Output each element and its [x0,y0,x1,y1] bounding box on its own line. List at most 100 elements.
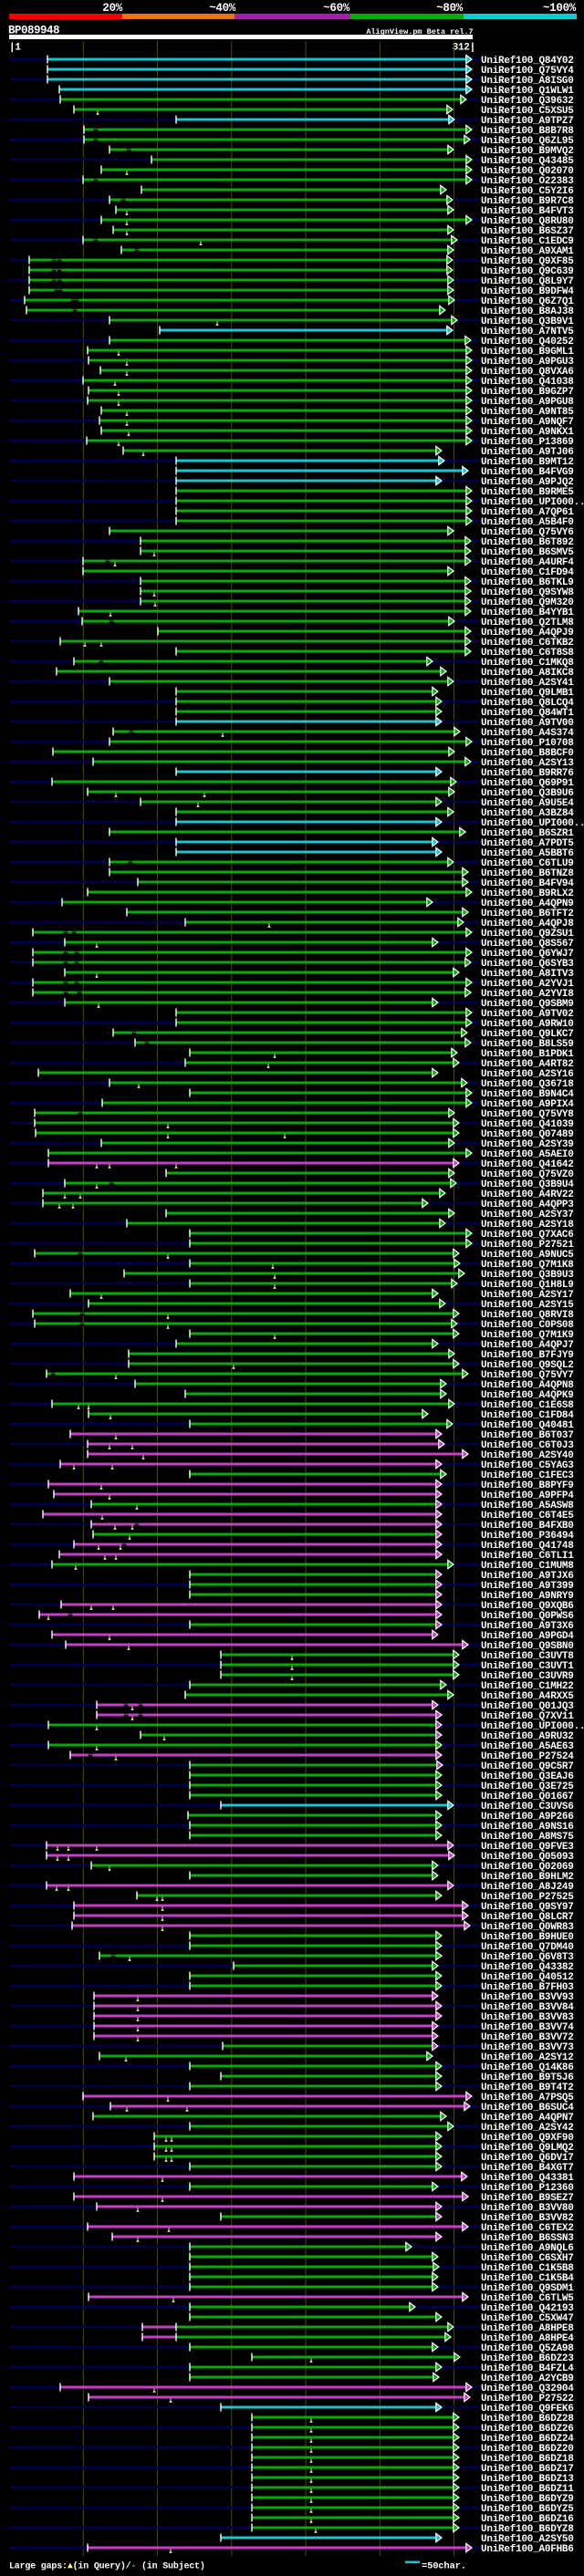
svg-text:UniRef100_A9RW10: UniRef100_A9RW10 [481,1019,574,1030]
svg-text:UniRef100_C1EDC9: UniRef100_C1EDC9 [481,236,574,247]
svg-text:UniRef100_A9PGD4: UniRef100_A9PGD4 [481,1631,574,1642]
svg-text:UniRef100_A4QPN9: UniRef100_A4QPN9 [481,898,574,909]
svg-text:UniRef100_B8AJ38: UniRef100_B8AJ38 [481,306,574,317]
svg-text:UniRef100_Q2TLM8: UniRef100_Q2TLM8 [481,618,574,628]
svg-text:UniRef100_C6TLW5: UniRef100_C6TLW5 [481,2293,574,2304]
svg-text:Large gaps:▲(in Query)/- (in S: Large gaps:▲(in Query)/- (in Subject) [9,2561,205,2572]
svg-text:UniRef100_Q40252: UniRef100_Q40252 [481,337,574,348]
svg-text:UniRef100_B6TNZ8: UniRef100_B6TNZ8 [481,868,574,879]
svg-text:UniRef100_C1K5B4: UniRef100_C1K5B4 [481,2273,574,2284]
svg-text:UniRef100_A4QPJ8: UniRef100_A4QPJ8 [481,919,574,930]
svg-text:UniRef100_C6T8S8: UniRef100_C6T8S8 [481,648,574,659]
svg-text:UniRef100_Q6V8T3: UniRef100_Q6V8T3 [481,1952,574,1963]
svg-text:UniRef100_B4YYB1: UniRef100_B4YYB1 [481,608,574,618]
svg-text:UniRef100_Q40481: UniRef100_Q40481 [481,1420,574,1431]
svg-text:UniRef100_A9U5E4: UniRef100_A9U5E4 [481,798,574,809]
svg-text:UniRef100_A2SY13: UniRef100_A2SY13 [481,758,574,769]
svg-text:UniRef100_B4FV94: UniRef100_B4FV94 [481,878,574,889]
svg-text:UniRef100_C6T4E5: UniRef100_C6T4E5 [481,1511,574,1522]
svg-text:UniRef100_Q75VY8: UniRef100_Q75VY8 [481,1109,574,1120]
svg-text:UniRef100_A4URF4: UniRef100_A4URF4 [481,557,574,568]
svg-text:UniRef100_B6SZR1: UniRef100_B6SZR1 [481,828,574,839]
svg-text:UniRef100_B9RLX2: UniRef100_B9RLX2 [481,888,574,899]
svg-text:UniRef100_A9PGU3: UniRef100_A9PGU3 [481,357,574,368]
svg-text:UniRef100_A9NQF7: UniRef100_A9NQF7 [481,417,574,428]
svg-text:UniRef100_C5YAG3: UniRef100_C5YAG3 [481,1460,574,1471]
svg-text:UniRef100_A0FHB6: UniRef100_A0FHB6 [481,2544,574,2555]
svg-text:UniRef100_A2SY15: UniRef100_A2SY15 [481,1300,574,1311]
svg-text:UniRef100_B9HUE0: UniRef100_B9HUE0 [481,1932,574,1943]
svg-text:UniRef100_A2SY40: UniRef100_A2SY40 [481,1450,574,1461]
svg-text:UniRef100_Q43382: UniRef100_Q43382 [481,1962,574,1973]
svg-text:UniRef100_B6SUC4: UniRef100_B6SUC4 [481,2103,574,2114]
svg-text:UniRef100_A4RV22: UniRef100_A4RV22 [481,1189,574,1200]
svg-text:UniRef100_B6DZ28: UniRef100_B6DZ28 [481,2414,574,2425]
svg-text:UniRef100_Q01667: UniRef100_Q01667 [481,1792,574,1802]
svg-text:UniRef100_C6TLU9: UniRef100_C6TLU9 [481,858,574,869]
svg-text:UniRef100_A9TPZ7: UniRef100_A9TPZ7 [481,116,574,127]
svg-text:UniRef100_A8J249: UniRef100_A8J249 [481,1882,574,1893]
svg-text:UniRef100_Q02070: UniRef100_Q02070 [481,166,574,177]
svg-text:UniRef100_B4FZL4: UniRef100_B4FZL4 [481,2363,574,2374]
svg-text:UniRef100_A4RXX5: UniRef100_A4RXX5 [481,1691,574,1702]
svg-text:UniRef100_B9RR76: UniRef100_B9RR76 [481,768,574,779]
svg-text:UniRef100_Q6DV17: UniRef100_Q6DV17 [481,2153,574,2164]
svg-text:UniRef100_B6DYZ5: UniRef100_B6DYZ5 [481,2504,574,2515]
svg-text:UniRef100_A2SY50: UniRef100_A2SY50 [481,2534,574,2545]
svg-text:UniRef100_C1MKQ8: UniRef100_C1MKQ8 [481,658,574,669]
svg-text:~40%: ~40% [209,2,236,15]
svg-text:UniRef100_B6DZ11: UniRef100_B6DZ11 [481,2484,574,2495]
svg-text:UniRef100_Q41748: UniRef100_Q41748 [481,1541,574,1552]
svg-text:UniRef100_A2YVJ1: UniRef100_A2YVJ1 [481,979,574,990]
svg-text:UniRef100_B6TKL9: UniRef100_B6TKL9 [481,577,574,588]
svg-text:UniRef100_B3VV84: UniRef100_B3VV84 [481,2002,574,2013]
svg-text:UniRef100_B3VV80: UniRef100_B3VV80 [481,2203,574,2214]
svg-text:UniRef100_B3VV82: UniRef100_B3VV82 [481,2213,574,2224]
svg-text:UniRef100_Q8RVI8: UniRef100_Q8RVI8 [481,1310,574,1321]
svg-text:UniRef100_Q3E725: UniRef100_Q3E725 [481,1781,574,1792]
svg-text:UniRef100_A4QPN8: UniRef100_A4QPN8 [481,1380,574,1391]
svg-text:UniRef100_C5XW47: UniRef100_C5XW47 [481,2313,574,2324]
svg-text:UniRef100_B4FXB0: UniRef100_B4FXB0 [481,1521,574,1532]
svg-text:UniRef100_Q9LMB1: UniRef100_Q9LMB1 [481,688,574,699]
svg-text:UniRef100_B6DZ16: UniRef100_B6DZ16 [481,2514,574,2525]
svg-text:UniRef100_A9T399: UniRef100_A9T399 [481,1581,574,1592]
svg-text:UniRef100_Q8RU80: UniRef100_Q8RU80 [481,216,574,227]
svg-text:UniRef100_Q84Y02: UniRef100_Q84Y02 [481,56,574,67]
svg-text:UniRef100_A8HPE4: UniRef100_A8HPE4 [481,2333,574,2344]
svg-text:UniRef100_A2SY12: UniRef100_A2SY12 [481,2052,574,2063]
svg-text:UniRef100_C1FD84: UniRef100_C1FD84 [481,1410,574,1421]
svg-text:UniRef100_Q0PWS6: UniRef100_Q0PWS6 [481,1611,574,1622]
svg-text:UniRef100_B9GZP7: UniRef100_B9GZP7 [481,387,574,398]
svg-text:UniRef100_A9TV02: UniRef100_A9TV02 [481,1009,574,1020]
svg-text:UniRef100_A9PGU8: UniRef100_A9PGU8 [481,397,574,408]
svg-text:UniRef100_C5XSU5: UniRef100_C5XSU5 [481,106,574,117]
svg-text:UniRef100_A2SY41: UniRef100_A2SY41 [481,678,574,689]
svg-text:UniRef100_A9NQL6: UniRef100_A9NQL6 [481,2243,574,2254]
svg-text:BP089948: BP089948 [8,25,59,37]
svg-text:UniRef100_B3VV72: UniRef100_B3VV72 [481,2032,574,2043]
svg-text:UniRef100_A9PIX4: UniRef100_A9PIX4 [481,1099,574,1110]
svg-text:UniRef100_P27522: UniRef100_P27522 [481,2394,574,2405]
svg-text:UniRef100_P10708: UniRef100_P10708 [481,738,574,749]
svg-text:UniRef100_Q9ZSU1: UniRef100_Q9ZSU1 [481,929,574,940]
svg-text:UniRef100_Q43381: UniRef100_Q43381 [481,2173,574,2184]
svg-text:UniRef100_Q3B9V1: UniRef100_Q3B9V1 [481,317,574,327]
svg-text:UniRef100_A8ITV3: UniRef100_A8ITV3 [481,969,574,980]
svg-text:|1: |1 [9,43,21,54]
svg-text:UniRef100_B9N4C4: UniRef100_B9N4C4 [481,1089,574,1100]
svg-text:UniRef100_A9T3X6: UniRef100_A9T3X6 [481,1621,574,1632]
svg-text:UniRef100_B6DYZ9: UniRef100_B6DYZ9 [481,2494,574,2505]
svg-text:UniRef100_B4FVT3: UniRef100_B4FVT3 [481,206,574,217]
svg-text:UniRef100_Q8LCR7: UniRef100_Q8LCR7 [481,1912,574,1923]
svg-text:UniRef100_C6TKB2: UniRef100_C6TKB2 [481,638,574,649]
svg-text:UniRef100_Q7DM40: UniRef100_Q7DM40 [481,1942,574,1953]
svg-text:UniRef100_Q40512: UniRef100_Q40512 [481,1972,574,1983]
svg-text:UniRef100_B1PDK1: UniRef100_B1PDK1 [481,1049,574,1060]
svg-text:UniRef100_C1MUM8: UniRef100_C1MUM8 [481,1561,574,1572]
svg-text:UniRef100_C0PS08: UniRef100_C0PS08 [481,1320,574,1331]
svg-text:UniRef100_Q9SDM1: UniRef100_Q9SDM1 [481,2283,574,2294]
svg-text:UniRef100_A9RU32: UniRef100_A9RU32 [481,1731,574,1742]
svg-text:UniRef100_Q9SYW8: UniRef100_Q9SYW8 [481,587,574,598]
svg-text:UniRef100_Q9LKC7: UniRef100_Q9LKC7 [481,1029,574,1040]
